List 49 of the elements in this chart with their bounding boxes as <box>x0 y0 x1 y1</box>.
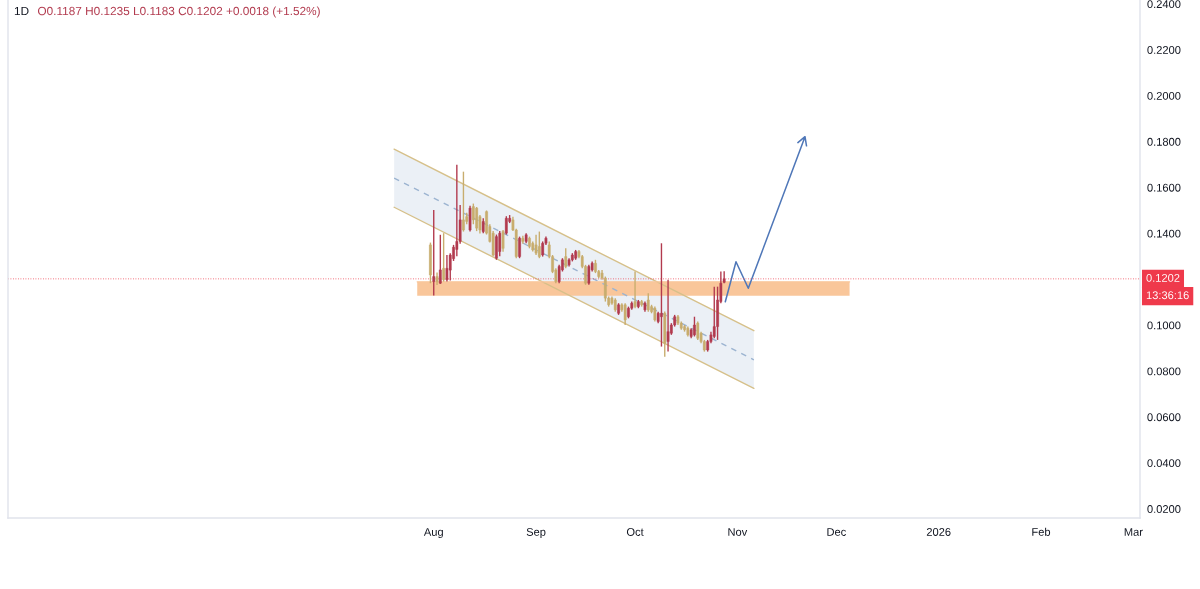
candlestick <box>462 170 465 233</box>
y-tick-label: 0.1000 <box>1147 321 1181 330</box>
x-tick-label: Dec <box>827 528 846 536</box>
y-tick-label: 0.2200 <box>1147 46 1181 54</box>
x-tick-label: Aug <box>423 528 443 539</box>
y-tick-label: 0.0600 <box>1147 413 1181 422</box>
y-tick-label: 0.2400 <box>1147 0 1181 9</box>
candlestick <box>475 206 479 232</box>
candlestick <box>660 242 663 348</box>
candlestick <box>640 299 644 308</box>
text: 13:36:16 <box>1146 291 1189 300</box>
x-tick-label: 2026 <box>926 528 951 536</box>
candlestick <box>429 241 432 284</box>
candlestick <box>570 252 574 263</box>
y-tick-label: 0.0200 <box>1147 505 1181 513</box>
chart-title: 1D <box>14 6 29 16</box>
candlestick <box>594 259 597 274</box>
candlestick <box>712 285 716 339</box>
candlestick <box>504 215 508 236</box>
candlestick <box>666 279 670 353</box>
text: O0.1187 H0.1235 L0.1183 C0.1202 +0.0018 (+1.52%) <box>37 6 320 18</box>
candlestick <box>498 230 502 258</box>
candlestick <box>445 254 449 283</box>
candlestick <box>636 299 640 309</box>
y-tick-label: 0.1400 <box>1147 229 1181 238</box>
candlestick <box>537 230 541 259</box>
x-tick-label: Nov <box>728 528 748 536</box>
candlestick <box>627 305 630 320</box>
candlestick <box>495 233 498 261</box>
candlestick <box>501 229 505 253</box>
candlestick <box>518 235 521 259</box>
x-tick-label: Mar <box>1124 528 1143 536</box>
candlestick <box>683 324 686 333</box>
y-tick-label: 0.1600 <box>1147 183 1181 192</box>
x-tick-label: Sep <box>526 528 546 539</box>
candlestick <box>455 164 459 258</box>
ref-line-label: 0.1202 <box>1146 273 1180 282</box>
candlestick <box>442 232 445 283</box>
candlestick <box>528 235 531 250</box>
y-tick-label: 0.0400 <box>1147 459 1181 468</box>
candlestick <box>587 264 591 286</box>
y-tick-label: 0.0800 <box>1147 367 1181 376</box>
x-tick-label: Feb <box>1032 527 1051 536</box>
y-tick-label: 0.1800 <box>1147 137 1181 146</box>
x-tick-label: Oct <box>626 528 644 536</box>
candlestick <box>541 240 545 258</box>
candlestick <box>617 302 620 316</box>
y-tick-label: 0.2000 <box>1147 91 1181 100</box>
candlestick <box>693 316 696 338</box>
